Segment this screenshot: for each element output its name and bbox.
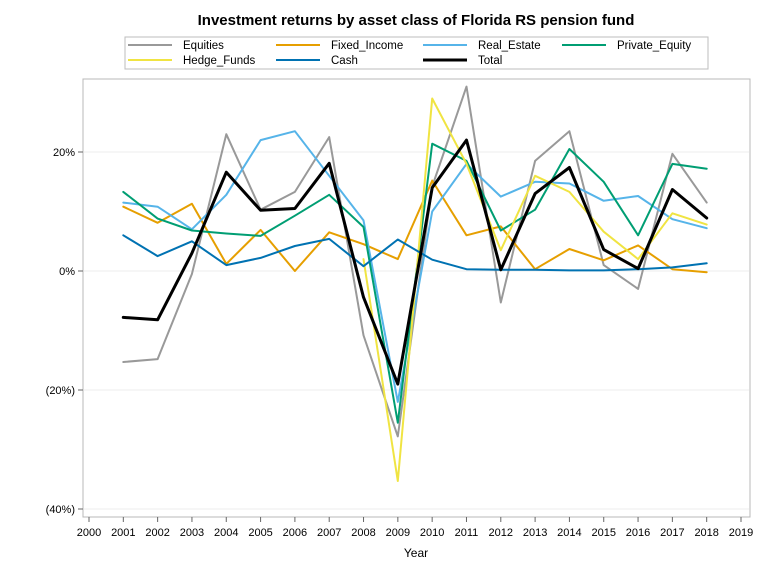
legend-box xyxy=(124,36,709,70)
x-tick-label: 2016 xyxy=(626,527,650,539)
x-tick-label: 2012 xyxy=(489,527,513,539)
x-tick-label: 2003 xyxy=(180,527,204,539)
x-tick-label: 2013 xyxy=(523,527,547,539)
y-tick-label: (40%) xyxy=(46,504,75,516)
legend-label-total: Total xyxy=(478,55,502,67)
legend-label-private-equity: Private_Equity xyxy=(617,40,691,52)
y-tick-label: (20%) xyxy=(46,385,75,397)
y-tick-label: 0% xyxy=(59,266,75,278)
series-layer xyxy=(121,85,709,482)
gridlines xyxy=(84,151,749,510)
x-tick-label: 2008 xyxy=(351,527,375,539)
series-line-cash xyxy=(122,234,708,272)
legend-label-equities: Equities xyxy=(183,40,224,52)
legend-label-real-estate: Real_Estate xyxy=(478,40,541,52)
x-axis-label: Year xyxy=(404,546,428,560)
y-tick-label: 20% xyxy=(53,147,75,159)
x-tick-label: 2002 xyxy=(145,527,169,539)
chart-title: Investment returns by asset class of Flo… xyxy=(198,12,635,29)
x-tick-label: 2018 xyxy=(694,527,718,539)
series-line-real-estate xyxy=(122,130,708,403)
x-axis: 2000 2001 2002 2003 2004 2005 2006 2007 2008 2009… xyxy=(77,517,753,539)
series-line-total xyxy=(121,138,709,386)
series-line-fixed-income xyxy=(122,179,708,274)
legend-label-fixed-income: Fixed_Income xyxy=(331,40,403,52)
x-tick-label: 2017 xyxy=(660,527,684,539)
x-tick-label: 2019 xyxy=(729,527,753,539)
x-tick-label: 2011 xyxy=(455,527,479,539)
x-tick-label: 2010 xyxy=(420,527,444,539)
x-tick-label: 2007 xyxy=(317,527,341,539)
x-tick-label: 2001 xyxy=(111,527,135,539)
x-tick-label: 2000 xyxy=(77,527,101,539)
x-tick-label: 2009 xyxy=(386,527,410,539)
legend-label-hedge-funds: Hedge_Funds xyxy=(183,55,255,67)
x-tick-label: 2005 xyxy=(248,527,272,539)
y-axis: 20% 0% (20%) (40%) xyxy=(46,147,83,516)
x-tick-label: 2004 xyxy=(214,527,238,539)
x-tick-label: 2014 xyxy=(557,527,581,539)
legend: Equities Fixed_Income Real_Estate Private_E… xyxy=(124,36,709,70)
legend-label-cash: Cash xyxy=(331,55,358,67)
x-tick-label: 2006 xyxy=(283,527,307,539)
x-tick-label: 2015 xyxy=(591,527,615,539)
